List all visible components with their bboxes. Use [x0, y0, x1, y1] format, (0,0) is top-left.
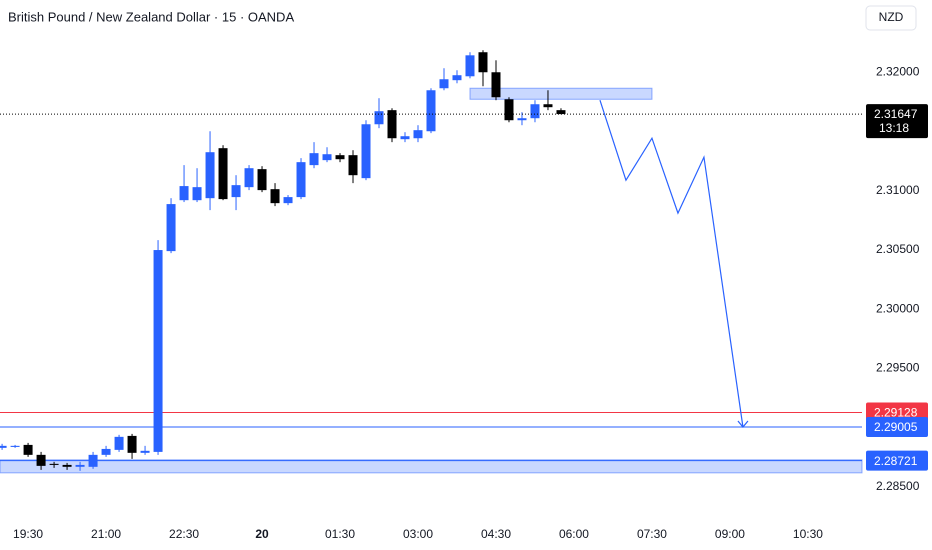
- candle-body: [530, 104, 540, 119]
- x-tick-label: 04:30: [481, 527, 511, 541]
- y-tick-label: 2.31000: [876, 183, 920, 197]
- price-label-box: [866, 417, 928, 438]
- x-tick-label: 10:30: [793, 527, 823, 541]
- x-tick-label: 01:30: [325, 527, 355, 541]
- price-label: 2.29005: [874, 420, 918, 434]
- candle-body: [101, 448, 111, 455]
- zone: [0, 459, 863, 474]
- candle-body: [88, 454, 98, 467]
- candle-body: [23, 444, 33, 455]
- candle-body: [556, 110, 566, 115]
- candle-body: [426, 90, 436, 132]
- candle-body: [218, 148, 228, 200]
- projection-arrowhead: [737, 420, 749, 428]
- candle-body: [361, 124, 371, 179]
- currency-button[interactable]: [865, 5, 917, 31]
- candle-body: [127, 435, 137, 453]
- candle-body: [543, 104, 553, 108]
- x-tick-label: 20: [255, 527, 269, 541]
- candle-body: [309, 153, 319, 166]
- candle-body: [348, 155, 358, 176]
- candle-body: [413, 130, 423, 139]
- candle-body: [192, 187, 202, 201]
- candle-body: [244, 168, 254, 188]
- zone: [469, 87, 653, 100]
- candle-body: [283, 197, 293, 204]
- x-tick-label: 09:00: [715, 527, 745, 541]
- candle-body: [439, 79, 449, 89]
- candle-body: [140, 450, 150, 453]
- candle-body: [478, 52, 488, 73]
- candle-body: [62, 464, 72, 467]
- candle-body: [465, 55, 475, 77]
- x-tick-label: 21:00: [91, 527, 121, 541]
- candle-body: [0, 445, 7, 448]
- candle-body: [400, 136, 410, 140]
- price-label: 2.29128: [874, 406, 918, 420]
- candle-body: [491, 72, 501, 98]
- x-tick-label: 03:00: [403, 527, 433, 541]
- x-tick-label: 19:30: [13, 527, 43, 541]
- candle-body: [387, 110, 397, 139]
- candle-body: [166, 204, 176, 252]
- y-tick-label: 2.29500: [876, 361, 920, 375]
- y-tick-label: 2.28500: [876, 479, 920, 493]
- projection-line: [599, 100, 744, 428]
- price-label: 2.28721: [874, 454, 918, 468]
- current-price-label: 2.31647: [874, 107, 918, 121]
- candle-body: [75, 464, 85, 467]
- candle-body: [335, 155, 345, 160]
- candle-body: [231, 185, 241, 198]
- candle-body: [270, 189, 280, 204]
- currency-label[interactable]: NZD: [879, 10, 904, 24]
- y-tick-label: 2.32000: [876, 64, 920, 78]
- candle-body: [257, 169, 267, 191]
- x-tick-label: 22:30: [169, 527, 199, 541]
- x-tick-label: 07:30: [637, 527, 667, 541]
- countdown-label: 13:18: [879, 121, 909, 135]
- candle-body: [114, 436, 124, 450]
- y-tick-label: 2.30500: [876, 242, 920, 256]
- y-tick-label: 2.30000: [876, 301, 920, 315]
- candle-body: [517, 118, 527, 121]
- current-price-box: [866, 104, 928, 139]
- x-tick-label: 06:00: [559, 527, 589, 541]
- candle-body: [452, 75, 462, 81]
- candle-body: [322, 154, 332, 161]
- candle-body: [36, 454, 46, 466]
- candle-body: [205, 152, 215, 199]
- candle-body: [179, 186, 189, 201]
- candle-body: [296, 162, 306, 198]
- chart-title: British Pound / New Zealand Dollar · 15 …: [8, 9, 294, 24]
- candle-body: [153, 250, 163, 452]
- candle-body: [504, 99, 514, 121]
- candle-body: [374, 111, 384, 125]
- price-label-box: [866, 450, 928, 471]
- candle-body: [49, 463, 59, 465]
- candle-body: [10, 445, 20, 447]
